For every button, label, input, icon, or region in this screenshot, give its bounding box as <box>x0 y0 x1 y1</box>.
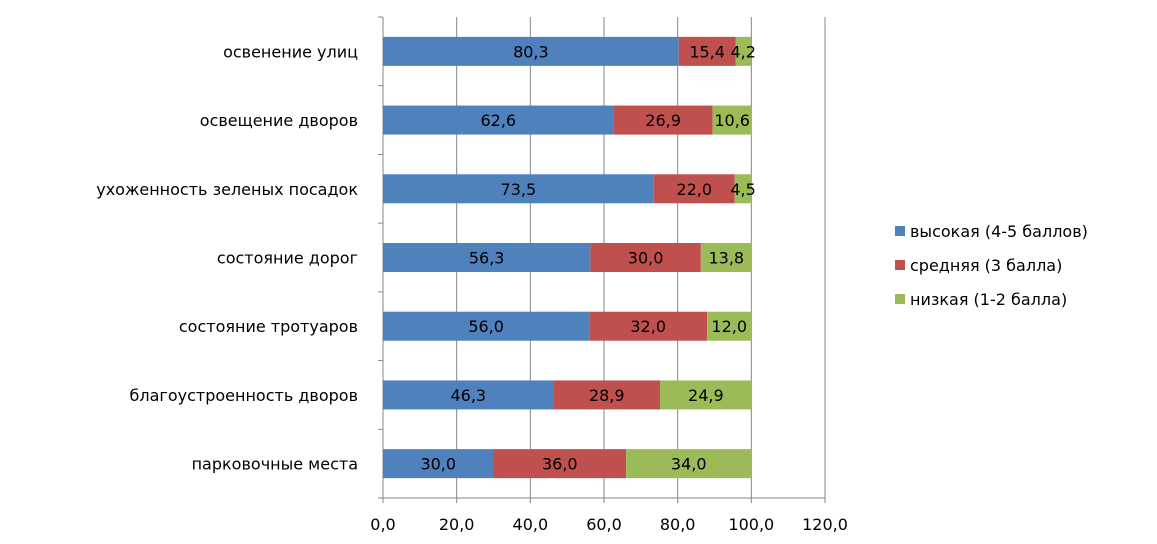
data-label: 62,6 <box>480 111 516 130</box>
x-tick-label: 0,0 <box>370 515 395 534</box>
bar-segment <box>712 105 752 135</box>
category-label: ухоженность зеленых посадок <box>96 180 358 199</box>
data-label: 32,0 <box>630 317 666 336</box>
legend-swatch <box>895 226 905 236</box>
bar-segment <box>383 449 494 479</box>
x-tick-label: 20,0 <box>439 515 475 534</box>
x-tick-label: 60,0 <box>586 515 622 534</box>
legend-swatch <box>895 260 905 270</box>
bar-segment <box>589 311 708 341</box>
data-label: 80,3 <box>513 42 549 61</box>
bar-segment <box>383 174 654 204</box>
legend: высокая (4-5 баллов) средняя (3 балла) низ… <box>895 222 1088 309</box>
data-label: 56,0 <box>468 317 504 336</box>
category-label: парковочные места <box>192 455 358 474</box>
bar-segment <box>383 380 554 410</box>
data-label: 30,0 <box>628 249 664 268</box>
x-tick-labels: 0,0 20,0 40,0 60,0 80,0 100,0 120,0 <box>370 515 848 534</box>
bar-segment <box>734 174 752 204</box>
category-labels: освенение улиц освещение дворов ухоженност… <box>96 42 358 473</box>
data-label: 22,0 <box>676 180 712 199</box>
bar-segment <box>553 380 660 410</box>
bar-segment <box>383 105 614 135</box>
bar-segment <box>383 243 591 272</box>
data-label: 12,0 <box>711 317 747 336</box>
data-label: 26,9 <box>645 111 681 130</box>
data-label: 15,4 <box>689 42 725 61</box>
x-tick-label: 40,0 <box>513 515 549 534</box>
x-tick-label: 100,0 <box>728 515 774 534</box>
data-label: 4,2 <box>731 42 756 61</box>
bar-segment <box>493 449 627 479</box>
bar-segment <box>653 174 735 204</box>
data-label: 24,9 <box>688 386 724 405</box>
bar-segment <box>700 243 752 272</box>
bar-segment <box>707 311 752 341</box>
bar-segment <box>678 36 736 66</box>
bar-segment <box>735 36 751 66</box>
data-label: 46,3 <box>450 386 486 405</box>
data-label: 10,6 <box>714 111 750 130</box>
legend-label: высокая (4-5 баллов) <box>910 222 1088 241</box>
data-label: 73,5 <box>501 180 537 199</box>
bars <box>383 36 752 479</box>
x-tick-label: 80,0 <box>660 515 696 534</box>
data-label: 13,8 <box>708 249 744 268</box>
bar-segment <box>590 243 701 272</box>
data-label: 34,0 <box>671 455 707 474</box>
data-label: 30,0 <box>420 455 456 474</box>
legend-label: низкая (1-2 балла) <box>910 290 1067 309</box>
category-label: освещение дворов <box>200 111 358 130</box>
data-label: 36,0 <box>542 455 578 474</box>
data-labels: 80,3 15,4 4,2 62,6 26,9 10,6 73,5 22,0 4,5 56,3 30… <box>420 42 756 473</box>
category-label: состояние дорог <box>217 249 358 268</box>
x-tick-label: 120,0 <box>802 515 848 534</box>
legend-swatch <box>895 294 905 304</box>
legend-label: средняя (3 балла) <box>910 256 1062 275</box>
bar-segment <box>383 311 590 341</box>
data-label: 28,9 <box>589 386 625 405</box>
data-label: 4,5 <box>730 180 755 199</box>
data-label: 56,3 <box>469 249 505 268</box>
bar-segment <box>659 380 752 410</box>
category-label: состояние тротуаров <box>179 317 358 336</box>
category-label: освенение улиц <box>223 42 358 61</box>
category-label: благоустроенность дворов <box>130 386 358 405</box>
bar-segment <box>383 36 679 66</box>
bar-segment <box>626 449 752 479</box>
bar-segment <box>613 105 713 135</box>
